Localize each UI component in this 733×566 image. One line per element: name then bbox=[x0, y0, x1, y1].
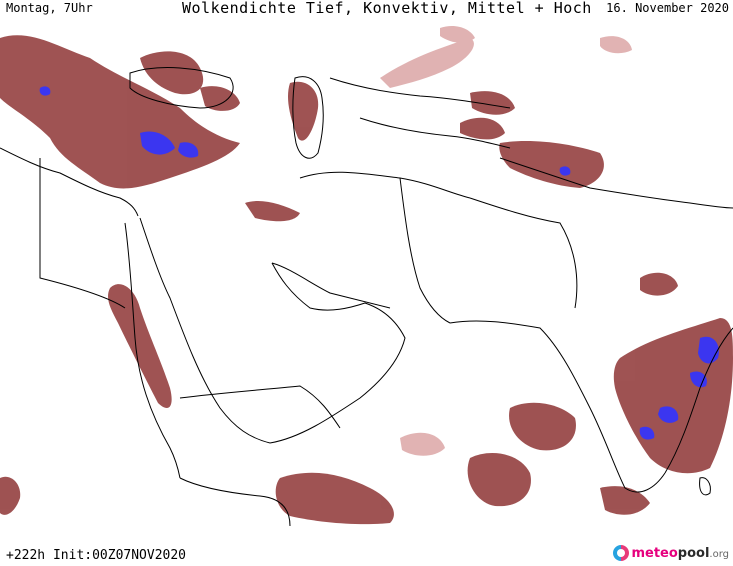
borders-layer bbox=[0, 67, 733, 526]
meteopool-logo-icon bbox=[613, 545, 630, 561]
brand-name: meteopool.org bbox=[631, 545, 729, 561]
map-header: Montag, 7Uhr Wolkendichte Tief, Konvekti… bbox=[0, 0, 733, 20]
forecast-date: 16. November 2020 bbox=[606, 1, 729, 15]
forecast-day-time: Montag, 7Uhr bbox=[6, 1, 93, 15]
map-footer: +222h Init:00Z07NOV2020 meteopool.org bbox=[0, 528, 733, 566]
meteopool-logo[interactable]: meteopool.org bbox=[613, 545, 729, 561]
forecast-init-time: +222h Init:00Z07NOV2020 bbox=[6, 548, 187, 563]
map-title: Wolkendichte Tief, Konvektiv, Mittel + H… bbox=[182, 0, 592, 17]
cloud-light-layer bbox=[380, 26, 632, 456]
cloud-density-map bbox=[0, 18, 733, 526]
convective-layer bbox=[39, 86, 719, 440]
